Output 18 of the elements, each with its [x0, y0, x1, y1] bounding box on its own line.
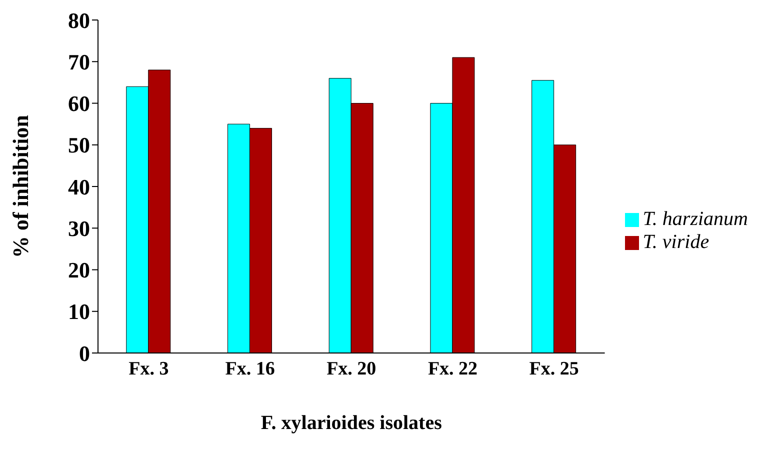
legend-label: T. viride [642, 230, 710, 252]
x-tick-label: Fx. 22 [428, 358, 478, 380]
y-tick-label: 10 [68, 299, 90, 324]
x-axis-title: F. xylarioides isolates [260, 412, 442, 434]
y-tick-label: 60 [68, 91, 90, 116]
y-tick-label: 80 [68, 8, 90, 33]
y-tick-label: 30 [68, 216, 90, 241]
x-tick-label: Fx. 25 [529, 358, 579, 380]
x-tick-label: Fx. 16 [225, 358, 275, 380]
y-tick-label: 40 [68, 174, 90, 200]
y-tick-label: 70 [68, 49, 90, 74]
y-tick-label: 0 [79, 340, 90, 366]
y-axis-title: % of inhibition [8, 114, 33, 258]
x-tick-label: Fx. 3 [128, 358, 169, 380]
legend-label: T. harzianum [642, 208, 748, 230]
x-tick-label: Fx. 20 [326, 358, 376, 380]
y-tick-label: 20 [68, 258, 90, 283]
y-tick-label: 50 [68, 132, 90, 158]
